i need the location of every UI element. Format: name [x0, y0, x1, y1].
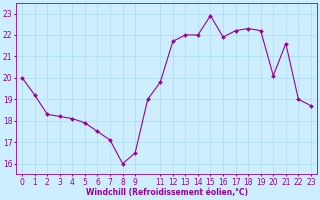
- X-axis label: Windchill (Refroidissement éolien,°C): Windchill (Refroidissement éolien,°C): [85, 188, 248, 197]
